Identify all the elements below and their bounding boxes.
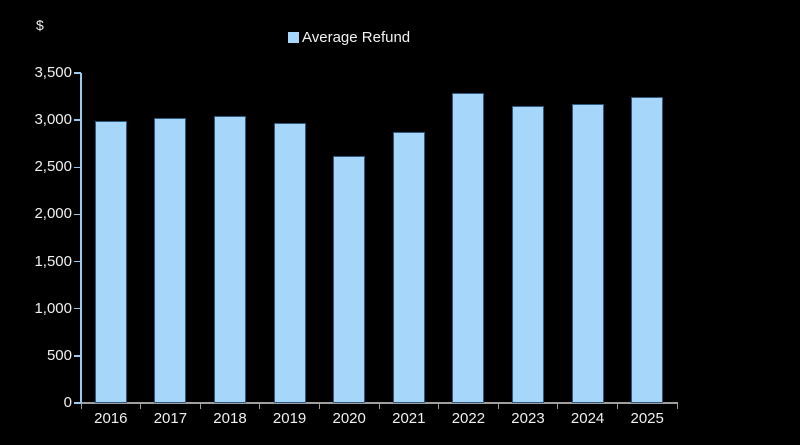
- y-tick-label: 0: [63, 394, 72, 411]
- x-tick-label: 2017: [153, 410, 188, 427]
- x-tick-label: 2022: [451, 410, 486, 427]
- y-axis-line: [80, 73, 82, 404]
- x-tick-mark: [497, 403, 499, 409]
- x-tick-label: 2025: [630, 410, 664, 427]
- y-tick-label: 1,000: [34, 299, 72, 317]
- bar: [571, 103, 604, 403]
- y-tick-label: 500: [46, 346, 72, 364]
- y-tick-label: 2,500: [34, 158, 72, 176]
- x-tick-label: 2018: [213, 410, 247, 427]
- x-tick-label: 2024: [570, 410, 605, 427]
- x-tick-mark: [259, 403, 261, 409]
- y-tick-mark: [74, 119, 81, 121]
- bar: [392, 132, 425, 403]
- y-tick-mark: [74, 402, 81, 404]
- x-tick-mark: [438, 403, 440, 409]
- x-tick-mark: [318, 403, 320, 409]
- y-tick-mark: [74, 166, 81, 169]
- y-tick-mark: [74, 260, 81, 263]
- y-tick-label: 2,000: [34, 205, 72, 223]
- x-tick-label: 2020: [332, 410, 366, 427]
- x-tick-label: 2016: [94, 410, 128, 427]
- y-tick-mark: [74, 72, 81, 74]
- bar: [94, 121, 127, 403]
- x-tick-label: 2023: [511, 410, 545, 427]
- x-tick-label: 2021: [392, 410, 426, 427]
- bar: [273, 122, 306, 403]
- x-tick-mark: [80, 403, 82, 409]
- bar: [333, 155, 366, 403]
- y-tick-label: 3,000: [34, 111, 72, 129]
- y-tick-mark: [74, 307, 81, 310]
- x-tick-mark: [676, 403, 678, 409]
- x-tick-mark: [616, 403, 618, 409]
- legend-label: Average Refund: [302, 29, 411, 46]
- x-tick-mark: [557, 403, 559, 409]
- legend: Average Refund: [288, 29, 410, 46]
- x-tick-mark: [378, 403, 380, 409]
- y-tick-label: 3,500: [34, 64, 72, 81]
- bar: [214, 116, 246, 403]
- x-tick-mark: [140, 403, 142, 409]
- bar: [631, 97, 664, 403]
- x-tick-mark: [199, 403, 201, 409]
- legend-swatch-icon: [288, 32, 299, 43]
- bar: [154, 118, 187, 403]
- bar: [512, 106, 544, 403]
- y-tick-mark: [74, 355, 81, 357]
- y-tick-label: 1,500: [34, 252, 72, 270]
- bar: [452, 93, 485, 403]
- y-tick-mark: [74, 213, 81, 216]
- x-tick-label: 2019: [272, 410, 307, 427]
- y-axis-unit-label: $: [36, 17, 44, 33]
